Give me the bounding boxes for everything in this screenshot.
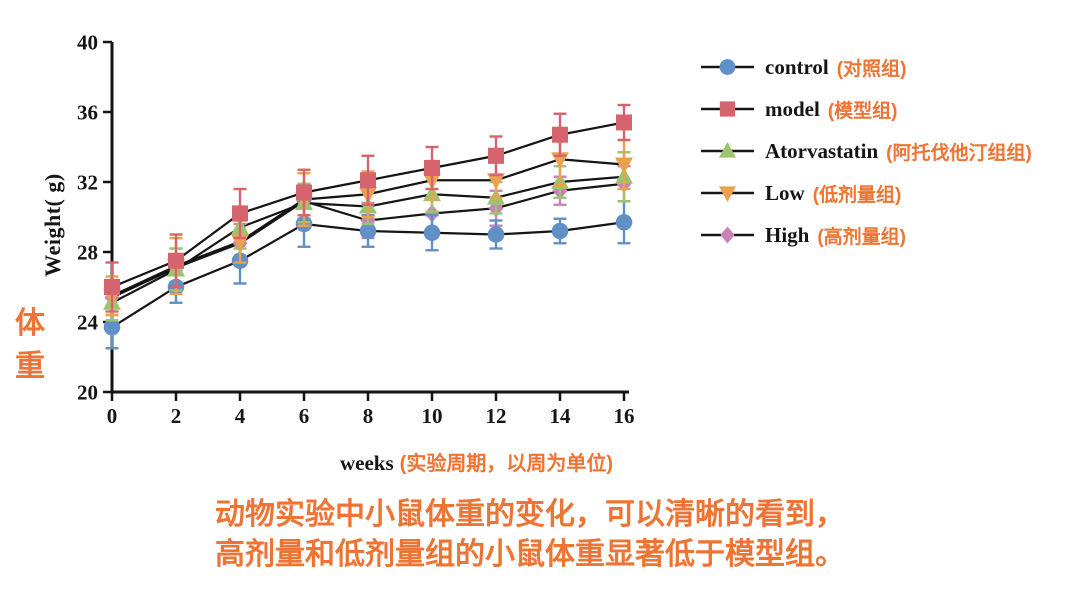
legend-label-control-zh: (对照组): [836, 58, 907, 80]
svg-text:32: 32: [77, 171, 98, 195]
legend-label-low-zh: (低剂量组): [812, 184, 902, 206]
svg-text:24: 24: [77, 311, 99, 335]
legend-item-control: control (对照组): [699, 46, 1071, 88]
svg-text:8: 8: [363, 404, 374, 428]
legend-item-atorvastatin: Atorvastatin (阿托伐他汀组组): [699, 130, 1071, 172]
legend-label-atorvastatin-zh: (阿托伐他汀组组): [886, 142, 1032, 164]
svg-text:2: 2: [171, 404, 182, 428]
svg-text:0: 0: [107, 404, 118, 428]
legend-label-high: High: [765, 222, 810, 247]
low-triangle-down-marker-icon: [699, 180, 757, 206]
legend-label-model: model: [765, 96, 820, 121]
high-diamond-marker-icon: [699, 222, 757, 248]
caption-line-2: 高剂量和低剂量组的小鼠体重显著低于模型组。: [215, 538, 845, 571]
svg-text:20: 20: [77, 381, 98, 405]
caption: 动物实验中小鼠体重的变化，可以清晰的看到， 高剂量和低剂量组的小鼠体重显著低于模…: [100, 495, 960, 575]
legend-label-high-zh: (高剂量组): [817, 226, 907, 248]
legend-label-low: Low: [765, 180, 805, 205]
legend-label-model-zh: (模型组): [827, 100, 898, 122]
x-axis-title-en: weeks: [340, 451, 394, 475]
legend-item-low: Low (低剂量组): [699, 172, 1071, 214]
x-axis-title-zh: (实验周期，以周为单位): [399, 453, 613, 475]
svg-text:40: 40: [77, 31, 98, 55]
legend: control (对照组) model (模型组) Atorvastatin (…: [699, 46, 1071, 256]
legend-item-high: High (高剂量组): [699, 214, 1071, 256]
control-circle-marker-icon: [699, 54, 757, 80]
svg-text:4: 4: [235, 404, 246, 428]
legend-label-control: control: [765, 54, 829, 79]
svg-text:36: 36: [77, 101, 98, 125]
model-square-marker-icon: [699, 96, 757, 122]
x-axis-title: weeks (实验周期，以周为单位): [340, 447, 613, 476]
atorvastatin-triangle-marker-icon: [699, 138, 757, 164]
caption-line-1: 动物实验中小鼠体重的变化，可以清晰的看到，: [215, 498, 845, 531]
legend-item-model: model (模型组): [699, 88, 1071, 130]
svg-text:28: 28: [77, 241, 98, 265]
svg-text:6: 6: [299, 404, 310, 428]
y-axis-title: Weight( g): [40, 173, 65, 277]
svg-text:16: 16: [614, 404, 635, 428]
legend-label-atorvastatin: Atorvastatin: [765, 138, 879, 163]
svg-text:12: 12: [486, 404, 507, 428]
y-axis-title-zh: 体重: [15, 307, 45, 383]
svg-text:10: 10: [422, 404, 443, 428]
svg-text:14: 14: [550, 404, 572, 428]
